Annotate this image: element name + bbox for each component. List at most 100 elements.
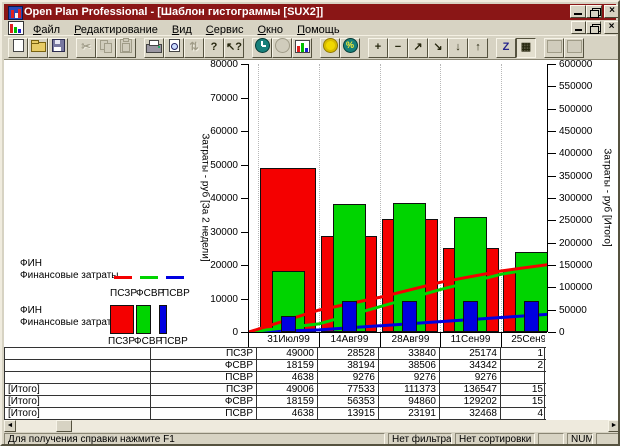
right-axis-tick-label: 200000 — [559, 237, 593, 249]
left-axis-tick — [241, 131, 249, 132]
bar-ПСВР-period-5 — [524, 301, 539, 332]
table-row: [Итого] ПСЗР 49006 77533 111373 136547 15 — [5, 384, 546, 396]
legend-line-swatch-blue — [166, 276, 184, 279]
paste-button[interactable] — [116, 37, 136, 58]
status-empty-2 — [596, 433, 618, 444]
mdi-minimize-button[interactable] — [571, 21, 586, 34]
add-button[interactable]: + — [368, 38, 388, 58]
right-axis-tick-label: 600000 — [559, 59, 593, 70]
mdi-document-icon — [8, 21, 24, 35]
left-axis-title: Затраты - руб [За 2 недели] — [199, 133, 211, 262]
scroll-right-button[interactable]: ► — [608, 420, 618, 432]
left-axis-tick — [241, 98, 249, 99]
status-empty-1 — [538, 433, 564, 444]
collapse-button[interactable]: ↘ — [428, 38, 448, 58]
cumulative-line-ПСЗР Итого — [249, 263, 547, 332]
left-axis-tick-label: 20000 — [210, 260, 238, 271]
mdi-close-button[interactable]: × — [604, 21, 618, 34]
extra-tool-1-button[interactable] — [544, 38, 564, 58]
legend-bar-swatch-green — [136, 305, 151, 334]
left-axis-tick-label: 50000 — [210, 159, 238, 171]
data-table: ПСЗР 49000 28528 33840 25174 1 ФСВР 18159 38194 3… — [4, 347, 546, 420]
value-cell: 23191 — [379, 408, 440, 419]
right-axis-tick — [548, 131, 556, 132]
cost-view-button[interactable] — [320, 38, 340, 58]
legend-bar-label-3: ПСВР — [160, 336, 188, 347]
left-axis-tick — [241, 332, 249, 333]
row-group-cell — [5, 360, 151, 371]
mdi-restore-button[interactable] — [586, 21, 601, 34]
percent-view-button[interactable]: % — [340, 38, 360, 58]
print-preview-button[interactable] — [164, 38, 184, 58]
remove-button[interactable]: − — [388, 38, 408, 58]
bar-ПСВР-period-4 — [463, 301, 478, 332]
value-cell: 18159 — [257, 360, 318, 371]
left-axis-tick — [241, 64, 249, 65]
value-cell: 49006 — [257, 384, 318, 395]
expand-button[interactable]: ↗ — [408, 38, 428, 58]
cost-view-icon — [322, 38, 338, 54]
table-row: ПСВР 4638 9276 9276 9276 — [5, 372, 546, 384]
menu-окно[interactable]: Окно — [257, 24, 284, 36]
legend-line-label-2: ФСВР — [136, 288, 165, 299]
scroll-thumb[interactable] — [56, 420, 72, 432]
menu-помощь[interactable]: Помощь — [297, 24, 340, 36]
value-cell: 9276 — [379, 372, 440, 383]
window-title: Open Plan Professional - [Шаблон гистогр… — [24, 6, 324, 18]
percent-view-icon: % — [342, 38, 358, 54]
cut-button[interactable]: ✂ — [76, 38, 96, 58]
value-cell: 49000 — [257, 348, 318, 359]
bar-ПСВР-period-1 — [281, 316, 296, 332]
new-document-button[interactable] — [8, 38, 28, 58]
help-button[interactable]: ? — [204, 38, 224, 58]
right-axis-tick — [548, 265, 556, 266]
copy-button[interactable] — [96, 38, 116, 58]
right-axis-tick — [548, 332, 556, 333]
time-view-button[interactable] — [252, 38, 272, 58]
minimize-button[interactable] — [570, 5, 586, 18]
restore-button[interactable] — [586, 5, 602, 18]
new-document-icon — [12, 39, 24, 53]
toolbar-spacer — [536, 38, 544, 58]
value-cell: 4638 — [257, 408, 318, 419]
minimize-icon — [574, 13, 582, 15]
update-arrows-button[interactable]: ⇅ — [184, 38, 204, 58]
table-view-button[interactable]: ▦ — [516, 38, 536, 58]
resource-view-button[interactable] — [272, 38, 292, 58]
toolbar-spacer — [312, 38, 320, 58]
right-axis-tick — [548, 243, 556, 244]
menu-редактирование[interactable]: Редактирование — [74, 24, 158, 36]
toolbar-spacer — [136, 38, 144, 58]
x-axis-label-3: 28Авг99 — [391, 334, 430, 345]
save-file-button[interactable] — [48, 38, 68, 58]
move-down-button[interactable]: ↓ — [448, 38, 468, 58]
value-cell: 15 — [501, 396, 545, 407]
table-row: [Итого] ПСВР 4638 13915 23191 32468 4 — [5, 408, 546, 420]
copy-icon — [100, 39, 112, 53]
close-button[interactable]: × — [604, 5, 618, 18]
right-axis-tick — [548, 220, 556, 221]
context-help-button[interactable]: ↖? — [224, 38, 244, 58]
right-axis-tick-label: 400000 — [559, 148, 593, 160]
legend-line-subtitle: Финансовые затраты — [20, 270, 119, 281]
open-file-button[interactable] — [28, 38, 48, 58]
histogram-view-button[interactable] — [292, 38, 312, 58]
menu-файл[interactable]: Файл — [33, 24, 61, 36]
right-axis-tick — [548, 198, 556, 199]
horizontal-scrollbar[interactable]: ◄ ► — [4, 420, 618, 432]
menu-вид[interactable]: Вид — [171, 24, 192, 36]
right-axis-tick — [548, 109, 556, 110]
menu-сервис[interactable]: Сервис — [205, 24, 244, 36]
move-up-button[interactable]: ↑ — [468, 38, 488, 58]
print-button[interactable] — [144, 38, 164, 58]
toolbar: ✂ ⇅? ↖?% + − ↗ ↘ ↓ ↑ Z ▦ — [4, 35, 616, 61]
zoom-tool-button[interactable]: Z — [496, 38, 516, 58]
x-axis-label-4: 11Сен99 — [450, 334, 491, 345]
extra-tool-2-button[interactable] — [564, 38, 584, 58]
scroll-left-button[interactable]: ◄ — [4, 420, 16, 432]
toolbar-spacer — [244, 38, 252, 58]
right-axis-tick — [548, 153, 556, 154]
right-axis-tick — [548, 86, 556, 87]
value-cell: 25174 — [440, 348, 501, 359]
row-name-cell: ПСЗР — [151, 348, 257, 359]
